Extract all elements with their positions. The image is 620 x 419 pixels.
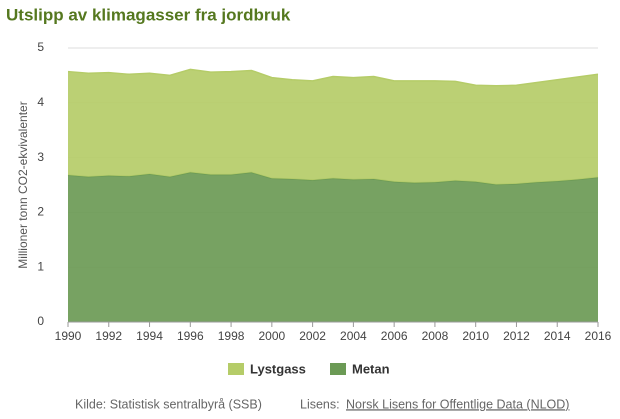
legend-swatch [330, 363, 346, 375]
area [68, 172, 598, 322]
legend-label: Metan [352, 361, 390, 376]
y-tick-label: 1 [37, 259, 44, 273]
source: Kilde: Statistisk sentralbyrå (SSB) [75, 397, 262, 411]
area [68, 69, 598, 185]
y-tick-label: 4 [37, 95, 44, 109]
x-tick-label: 2012 [503, 329, 530, 343]
x-tick-label: 1998 [218, 329, 245, 343]
legend-label: Lystgass [250, 361, 306, 376]
area-edge [67, 68, 599, 87]
chart-title: Utslipp av klimagasser fra jordbruk [6, 5, 291, 24]
x-tick-label: 2016 [585, 329, 612, 343]
x-tick-label: 1990 [55, 329, 82, 343]
x-tick-label: 2002 [299, 329, 326, 343]
x-tick-label: 2014 [544, 329, 571, 343]
y-axis-label: Millioner tonn CO2-ekvivalenter [16, 101, 30, 268]
x-tick-label: 1994 [136, 329, 163, 343]
y-tick-label: 3 [37, 150, 44, 164]
x-tick-label: 2004 [340, 329, 367, 343]
license-link[interactable]: Norsk Lisens for Offentlige Data (NLOD) [346, 397, 569, 411]
y-tick-label: 5 [37, 40, 44, 54]
x-tick-label: 2008 [422, 329, 449, 343]
x-tick-label: 2006 [381, 329, 408, 343]
license-label: Lisens: [300, 397, 340, 411]
x-tick-label: 2000 [258, 329, 285, 343]
y-tick-label: 2 [37, 205, 44, 219]
y-tick-label: 0 [37, 314, 44, 328]
x-tick-label: 1996 [177, 329, 204, 343]
x-tick-label: 1992 [95, 329, 122, 343]
x-tick-label: 2010 [462, 329, 489, 343]
legend-swatch [228, 363, 244, 375]
